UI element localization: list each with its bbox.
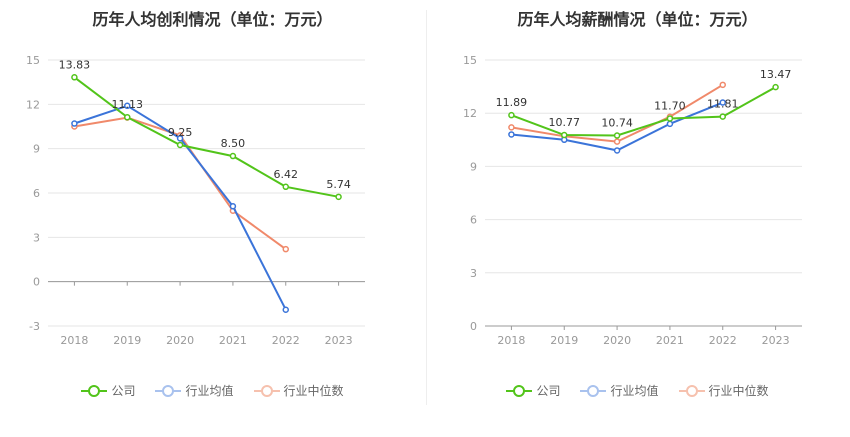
data-point-company	[613, 132, 621, 139]
x-tick-label: 2020	[603, 334, 631, 347]
data-point-company	[508, 111, 515, 119]
y-tick-label: 6	[33, 187, 40, 200]
x-tick-label: 2020	[166, 334, 194, 347]
legend-item-industry-median[interactable]: 行业中位数	[253, 382, 344, 399]
data-label: 13.83	[59, 58, 91, 71]
data-point-company	[335, 193, 342, 201]
data-point-industry-median	[613, 138, 621, 145]
data-point-company	[229, 152, 237, 160]
legend-item-company[interactable]: 公司	[506, 382, 560, 399]
y-tick-label: 3	[470, 267, 477, 280]
y-tick-label: 15	[463, 54, 477, 67]
y-tick-label: 15	[26, 54, 40, 67]
legend-label: 公司	[111, 384, 136, 398]
salary-chart-plot: 0 3 6 9 12 15 2018 2019 2020 2021 2022 2023 11.89 10.…	[463, 54, 802, 347]
data-label: 6.42	[274, 168, 299, 181]
legend-industry-avg-marker-icon	[580, 384, 607, 398]
data-point-industry-avg	[666, 120, 674, 128]
data-label: 5.74	[326, 178, 351, 191]
salary-per-capita-chart: 历年人均薪酬情况（单位：万元） 0 3 6 9 12 15 2018 2019 2020 2021…	[425, 0, 850, 437]
x-tick-label: 2022	[272, 334, 300, 347]
data-label: 10.77	[549, 116, 581, 129]
y-tick-label: 6	[470, 214, 477, 227]
data-label: 11.70	[654, 100, 686, 113]
legend-industry-median-marker-icon	[253, 384, 280, 398]
profit-chart-plot: -3 0 3 6 9 12 15 2018 2019 2020 2021 2022 2023 13.83 1…	[26, 54, 365, 347]
data-label: 11.13	[112, 98, 144, 111]
legend-item-industry-avg[interactable]: 行业均值	[580, 382, 659, 399]
y-tick-label: 12	[463, 107, 477, 120]
data-label: 9.25	[168, 126, 193, 139]
series-line-company	[73, 76, 339, 198]
legend-item-industry-median[interactable]: 行业中位数	[678, 382, 769, 399]
legend-label: 行业中位数	[708, 384, 769, 398]
profit-per-capita-chart: 历年人均创利情况（单位：万元） -3 0 3 6 9 12 15 2018 2019 2020 20…	[0, 10, 425, 399]
legend: 公司 行业均值 行业中位数	[425, 382, 850, 399]
legend-label: 行业中位数	[283, 384, 344, 398]
x-tick-label: 2023	[325, 334, 353, 347]
data-point-industry-avg	[613, 147, 621, 154]
legend-item-industry-avg[interactable]: 行业均值	[155, 382, 234, 399]
legend-industry-avg-marker-icon	[155, 384, 182, 398]
data-point-company	[772, 83, 779, 91]
data-point-industry-avg	[124, 102, 131, 110]
legend-label: 行业均值	[610, 384, 659, 398]
y-tick-label: 3	[33, 231, 40, 244]
data-point-industry-avg	[229, 203, 237, 210]
data-point-company	[176, 141, 184, 149]
data-point-company	[719, 113, 726, 120]
y-tick-label: 0	[470, 320, 477, 333]
y-tick-label: 9	[470, 160, 477, 173]
x-tick-label: 2023	[762, 334, 790, 347]
legend-company-marker-icon	[506, 384, 533, 398]
data-point-industry-median	[508, 124, 515, 131]
data-point-company	[71, 74, 78, 81]
legend-item-company[interactable]: 公司	[81, 382, 135, 399]
series-line-company	[511, 86, 777, 137]
data-point-industry-avg	[176, 135, 184, 142]
x-tick-label: 2022	[709, 334, 737, 347]
legend-industry-median-marker-icon	[678, 384, 705, 398]
x-tick-label: 2019	[550, 334, 578, 347]
panel-divider	[426, 10, 427, 405]
data-label: 11.81	[707, 98, 739, 111]
data-point-industry-avg	[719, 99, 726, 106]
data-label: 13.47	[760, 68, 792, 81]
data-point-industry-avg	[282, 306, 289, 313]
x-tick-label: 2019	[113, 334, 141, 347]
y-tick-label: 12	[26, 98, 40, 111]
legend-label: 公司	[536, 384, 561, 398]
data-point-industry-avg	[508, 131, 515, 138]
data-point-company	[666, 115, 674, 122]
data-point-industry-avg	[71, 120, 78, 127]
data-point-company	[282, 183, 289, 191]
legend: 公司 行业均值 行业中位数	[0, 382, 425, 399]
y-tick-label: 9	[33, 143, 40, 156]
data-point-company	[561, 131, 568, 139]
x-tick-label: 2021	[219, 334, 247, 347]
data-label: 10.74	[601, 117, 633, 130]
chart-title: 历年人均薪酬情况（单位：万元）	[517, 10, 758, 29]
legend-label: 行业均值	[185, 384, 234, 398]
data-point-industry-median	[282, 245, 289, 253]
x-tick-label: 2018	[60, 334, 88, 347]
x-tick-label: 2018	[497, 334, 525, 347]
x-tick-label: 2021	[656, 334, 684, 347]
legend-company-marker-icon	[81, 384, 108, 398]
y-tick-label: 0	[33, 276, 40, 289]
y-tick-label: -3	[29, 320, 40, 333]
data-label: 11.89	[496, 96, 528, 109]
chart-title: 历年人均创利情况（单位：万元）	[92, 10, 333, 29]
data-label: 8.50	[221, 137, 246, 150]
data-point-industry-median	[719, 81, 726, 89]
data-point-company	[124, 113, 131, 121]
